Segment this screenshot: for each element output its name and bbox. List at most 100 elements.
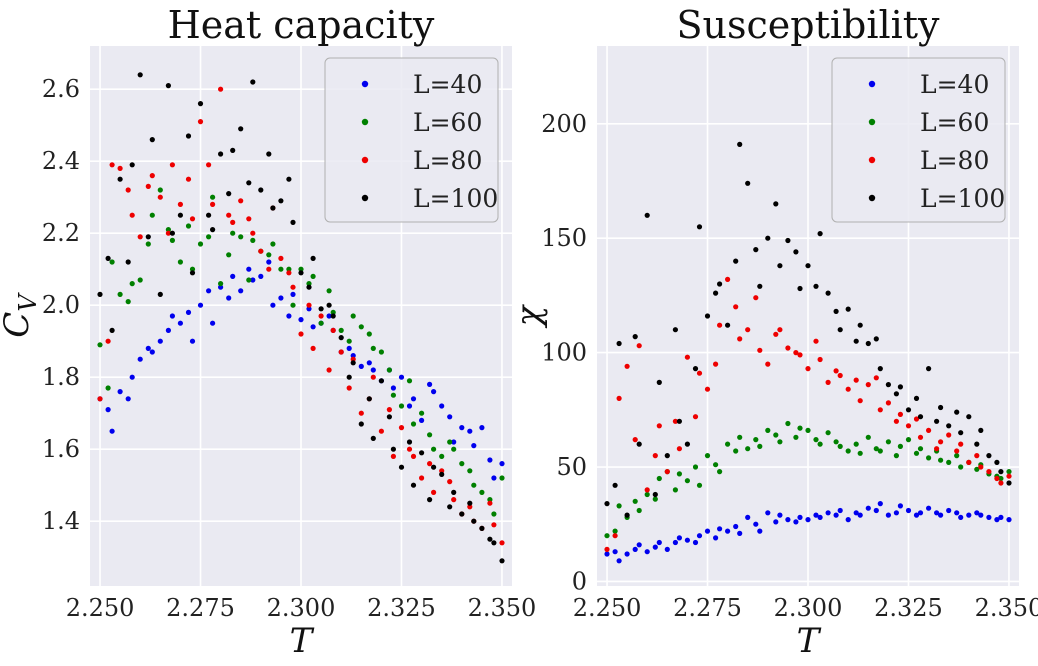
- heat-capacity-y-tick-label: 1.6: [42, 435, 80, 463]
- susceptibility-point-l100: [938, 404, 944, 411]
- heat-capacity-point-l60: [250, 237, 256, 243]
- heat-capacity-point-l40: [226, 295, 232, 301]
- heat-capacity-point-l40: [406, 403, 413, 409]
- heat-capacity-legend-marker: [361, 194, 369, 202]
- heat-capacity-point-l80: [410, 453, 417, 459]
- heat-capacity-point-l40: [258, 273, 264, 279]
- susceptibility-point-l60: [938, 457, 944, 463]
- susceptibility-point-l100: [692, 366, 699, 372]
- heat-capacity-point-l40: [197, 302, 204, 308]
- heat-capacity-point-l100: [206, 212, 212, 218]
- heat-capacity-legend-marker: [361, 80, 369, 88]
- susceptibility-legend: L=40 L=60 L=80 L=100: [831, 57, 1006, 223]
- susceptibility-point-l80: [664, 469, 670, 475]
- heat-capacity-point-l40: [390, 385, 396, 391]
- heat-capacity-point-l40: [270, 302, 276, 308]
- susceptibility-point-l40: [676, 535, 683, 541]
- heat-capacity-point-l100: [431, 464, 437, 470]
- susceptibility-point-l100: [797, 285, 803, 292]
- susceptibility-point-l100: [773, 201, 779, 207]
- heat-capacity-point-l100: [410, 482, 417, 488]
- susceptibility-point-l60: [785, 420, 791, 427]
- susceptibility-point-l100: [994, 459, 1000, 465]
- heat-capacity-point-l60: [499, 475, 505, 481]
- susceptibility-y-tick-label: 50: [556, 453, 587, 481]
- heat-capacity-point-l100: [358, 421, 364, 427]
- susceptibility-point-l100: [604, 501, 610, 507]
- heat-capacity-point-l60: [105, 385, 111, 391]
- susceptibility-point-l40: [845, 517, 851, 523]
- susceptibility-panel: 2.250 2.275 2.300 2.325 2.350 0 50 100 150 200 Su…: [509, 3, 1038, 661]
- heat-capacity-point-l60: [326, 288, 332, 294]
- heat-capacity-point-l60: [298, 266, 304, 272]
- heat-capacity-point-l40: [479, 425, 485, 431]
- heat-capacity-point-l80: [137, 234, 143, 240]
- susceptibility-point-l100: [636, 441, 642, 447]
- susceptibility-point-l40: [974, 510, 980, 516]
- heat-capacity-point-l100: [350, 360, 356, 366]
- heat-capacity-point-l60: [246, 277, 252, 283]
- susceptibility-point-l100: [865, 340, 871, 347]
- heat-capacity-point-l100: [499, 558, 505, 564]
- heat-capacity-point-l60: [491, 511, 497, 517]
- heat-capacity-point-l80: [350, 356, 356, 362]
- heat-capacity-point-l80: [491, 522, 497, 528]
- susceptibility-point-l80: [905, 423, 912, 429]
- susceptibility-point-l100: [684, 441, 691, 447]
- susceptibility-point-l100: [725, 322, 731, 328]
- susceptibility-point-l40: [817, 514, 823, 521]
- heat-capacity-point-l60: [467, 468, 473, 474]
- susceptibility-point-l100: [845, 306, 851, 312]
- heat-capacity-point-l100: [266, 151, 272, 157]
- heat-capacity-point-l60: [479, 489, 485, 495]
- heat-capacity-point-l100: [310, 255, 316, 261]
- heat-capacity-panel: 2.250 2.275 2.300 2.325 2.350 1.4 1.6 1.8 2.0 2.2…: [0, 3, 536, 661]
- susceptibility-point-l60: [1006, 469, 1012, 475]
- heat-capacity-point-l60: [226, 252, 232, 258]
- heat-capacity-point-l40: [157, 338, 163, 344]
- heat-capacity-point-l40: [290, 291, 296, 297]
- susceptibility-point-l100: [837, 327, 843, 333]
- heat-capacity-point-l40: [238, 288, 244, 294]
- susceptibility-point-l80: [676, 446, 683, 452]
- susceptibility-point-l40: [692, 539, 699, 546]
- heat-capacity-point-l80: [386, 407, 392, 413]
- heat-capacity-tick-labels: 2.250 2.275 2.300 2.325 2.350 1.4 1.6 1.8 2.0 2.2…: [42, 75, 536, 622]
- susceptibility-point-l100: [813, 283, 819, 289]
- susceptibility-point-l60: [713, 462, 719, 468]
- heat-capacity-point-l80: [218, 86, 224, 92]
- heat-capacity-x-tick-label: 2.350: [468, 594, 537, 622]
- susceptibility-point-l100: [664, 453, 670, 459]
- susceptibility-point-l40: [725, 528, 731, 534]
- heat-capacity-point-l60: [218, 281, 224, 287]
- susceptibility-legend-label: L=80: [920, 146, 989, 175]
- heat-capacity-point-l80: [189, 216, 196, 222]
- heat-capacity-point-l100: [406, 439, 413, 445]
- heat-capacity-point-l40: [189, 338, 196, 344]
- heat-capacity-point-l80: [467, 504, 473, 510]
- susceptibility-point-l60: [704, 453, 711, 459]
- heat-capacity-point-l100: [149, 137, 155, 143]
- heat-capacity-point-l40: [459, 425, 465, 431]
- susceptibility-point-l40: [684, 537, 691, 543]
- heat-capacity-point-l80: [326, 367, 332, 373]
- susceptibility-point-l80: [958, 441, 964, 447]
- heat-capacity-point-l60: [137, 277, 143, 283]
- susceptibility-point-l100: [713, 290, 719, 296]
- susceptibility-point-l80: [644, 487, 650, 493]
- susceptibility-point-l40: [877, 501, 883, 507]
- susceptibility-point-l40: [998, 514, 1004, 521]
- heat-capacity-point-l40: [149, 349, 155, 355]
- susceptibility-point-l100: [857, 322, 863, 328]
- heat-capacity-point-l60: [238, 234, 244, 240]
- susceptibility-point-l100: [805, 263, 811, 269]
- heat-capacity-point-l80: [206, 162, 212, 168]
- susceptibility-point-l40: [652, 544, 658, 550]
- heat-capacity-point-l80: [278, 255, 284, 261]
- heat-capacity-point-l100: [129, 162, 135, 168]
- heat-capacity-point-l100: [185, 133, 192, 139]
- susceptibility-point-l60: [958, 464, 964, 470]
- heat-capacity-x-tick-label: 2.250: [66, 594, 135, 622]
- susceptibility-point-l40: [938, 512, 944, 518]
- susceptibility-point-l60: [845, 448, 851, 454]
